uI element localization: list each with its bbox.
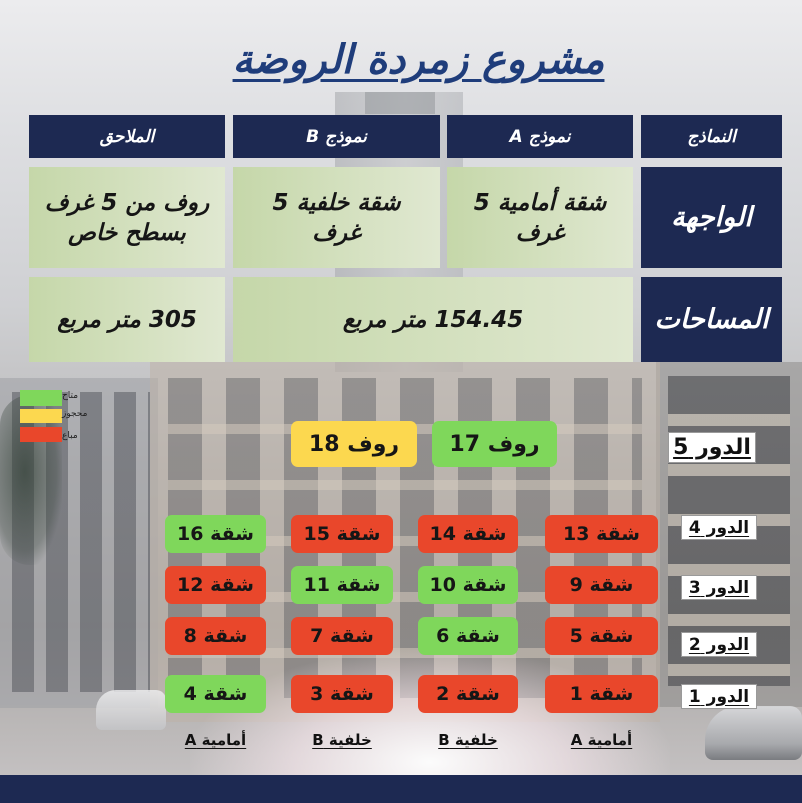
unit-roof-17: روف 17 [432,421,557,467]
page-title: مشروع زمردة الروضة [232,37,605,83]
legend-reserved-label: محجوز [62,409,88,419]
unit-apartment-15: شقة 15 [291,515,393,553]
unit-apartment-8: شقة 8 [165,617,266,655]
row-label-facade: الواجهة [641,167,782,268]
legend-available-swatch [20,390,62,406]
unit-apartment-12: شقة 12 [165,566,266,604]
unit-apartment-5: شقة 5 [545,617,658,655]
header-models: النماذج [641,115,782,158]
floor-label-3: الدور 3 [681,575,757,600]
column-label-back-b-left: خلفية B [312,731,372,749]
unit-apartment-14: شقة 14 [418,515,518,553]
unit-apartment-13: شقة 13 [545,515,658,553]
unit-apartment-4: شقة 4 [165,675,266,713]
unit-apartment-7: شقة 7 [291,617,393,655]
facade-model-a-cell: شقة أمامية 5 غرف [447,167,633,268]
background-tower-top [365,92,435,114]
legend-sold-swatch [20,427,62,442]
legend-sold-label: مباع [62,431,78,441]
unit-apartment-11: شقة 11 [291,566,393,604]
legend-available-label: متاح [62,391,79,401]
unit-apartment-3: شقة 3 [291,675,393,713]
column-label-front-a-right: أمامية A [570,731,633,749]
floor-label-2: الدور 2 [681,632,757,657]
header-model-b: نموذج B [233,115,440,158]
floor-label-5: الدور 5 [668,432,756,463]
column-label-back-b-right: خلفية B [438,731,498,749]
background-car-left [96,690,166,730]
floor-label-1: الدور 1 [681,684,757,709]
unit-apartment-2: شقة 2 [418,675,518,713]
background-tree [0,395,62,565]
areas-model-ab-cell: 154.45 متر مربع [233,277,633,362]
facade-model-b-text: شقة خلفية 5 غرف [272,189,401,246]
facade-model-a-text: شقة أمامية 5 غرف [473,189,607,246]
column-label-front-a-left: أمامية A [184,731,247,749]
areas-annexes-cell: 305 متر مربع [29,277,225,362]
footer-bar [0,775,802,803]
floor-label-4: الدور 4 [681,515,757,540]
unit-apartment-6: شقة 6 [418,617,518,655]
row-label-areas: المساحات [641,277,782,362]
unit-apartment-9: شقة 9 [545,566,658,604]
legend-reserved-swatch [20,409,62,423]
facade-model-b-cell: شقة خلفية 5 غرف [233,167,440,268]
unit-roof-18: روف 18 [291,421,417,467]
background-car-right [705,706,802,760]
facade-annexes-text: روف من 5 غرف بسطح خاص [44,189,210,246]
unit-apartment-10: شقة 10 [418,566,518,604]
facade-annexes-cell: روف من 5 غرف بسطح خاص [29,167,225,268]
header-annexes: الملاحق [29,115,225,158]
unit-apartment-16: شقة 16 [165,515,266,553]
header-model-a: نموذج A [447,115,633,158]
unit-apartment-1: شقة 1 [545,675,658,713]
